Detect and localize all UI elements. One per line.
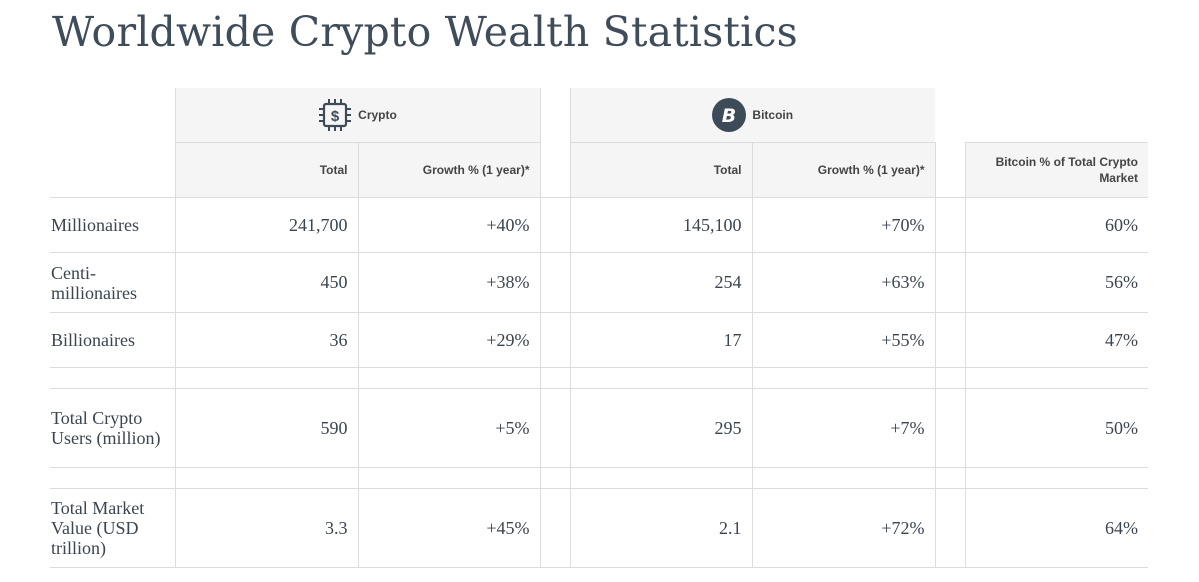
gap-cell — [934, 312, 965, 368]
cell-bitcoin-share: 56% — [964, 252, 1148, 313]
gap-cell — [934, 252, 965, 313]
svg-text:B: B — [722, 105, 736, 127]
cell-crypto-total: 3.3 — [174, 488, 358, 568]
gap-cell — [539, 388, 570, 468]
col-bitcoin-growth: Growth % (1 year)* — [751, 142, 936, 198]
cell-crypto-growth: +45% — [357, 488, 540, 568]
cell-bitcoin-growth: +7% — [751, 388, 935, 468]
group-label-bitcoin: Bitcoin — [752, 108, 794, 122]
col-crypto-growth: Growth % (1 year)* — [357, 142, 541, 198]
table-row: Total Market Value (USD trillion) 3.3 +45%… — [50, 488, 1148, 568]
gap-cell — [934, 488, 965, 568]
gap-cell — [539, 312, 570, 368]
table-row: Total Crypto Users (million) 590 +5% 295 +7%… — [50, 388, 1148, 468]
row-label: Total Market Value (USD trillion) — [50, 488, 175, 568]
spacer-row — [50, 367, 1148, 389]
crypto-wealth-table: $ Crypto B Bitcoin Total Growth % (1 yea… — [50, 88, 1148, 568]
gap-cell — [934, 197, 965, 253]
gap-cell — [539, 197, 570, 253]
row-label: Total Crypto Users (million) — [50, 388, 175, 468]
page-title: Worldwide Crypto Wealth Statistics — [52, 8, 798, 56]
cell-bitcoin-share: 50% — [964, 388, 1148, 468]
cell-bitcoin-total: 2.1 — [569, 488, 752, 568]
row-label: Billionaires — [50, 312, 175, 368]
bitcoin-icon: B — [712, 98, 747, 132]
cell-crypto-growth: +40% — [357, 197, 540, 253]
cell-bitcoin-growth: +70% — [751, 197, 935, 253]
row-label: Centi-millionaires — [50, 252, 175, 313]
cell-bitcoin-total: 295 — [569, 388, 752, 468]
group-header-bitcoin: B Bitcoin — [569, 88, 935, 143]
cell-crypto-total: 241,700 — [174, 197, 358, 253]
table-row: Billionaires 36 +29% 17 +55% 47% — [50, 312, 1148, 368]
cell-crypto-total: 36 — [174, 312, 358, 368]
cell-crypto-total: 450 — [174, 252, 358, 313]
gap-cell — [934, 388, 965, 468]
cell-bitcoin-growth: +55% — [751, 312, 935, 368]
cell-bitcoin-growth: +63% — [751, 252, 935, 313]
chip-dollar-icon: $ — [319, 99, 352, 131]
gap-cell — [539, 252, 570, 313]
cell-crypto-growth: +29% — [357, 312, 540, 368]
col-bitcoin-total: Total — [569, 142, 752, 198]
cell-bitcoin-share: 64% — [964, 488, 1148, 568]
group-header-crypto: $ Crypto — [174, 88, 541, 143]
cell-crypto-growth: +38% — [357, 252, 540, 313]
spacer-row — [50, 467, 1148, 489]
cell-bitcoin-total: 145,100 — [569, 197, 752, 253]
cell-bitcoin-share: 60% — [964, 197, 1148, 253]
cell-bitcoin-total: 17 — [569, 312, 752, 368]
cell-crypto-growth: +5% — [357, 388, 540, 468]
col-bitcoin-share: Bitcoin % of Total Crypto Market — [964, 142, 1148, 198]
svg-text:$: $ — [331, 108, 340, 125]
table-row: Centi-millionaires 450 +38% 254 +63% 56% — [50, 252, 1148, 313]
gap-cell — [539, 488, 570, 568]
cell-bitcoin-share: 47% — [964, 312, 1148, 368]
row-label: Millionaires — [50, 197, 175, 253]
cell-bitcoin-growth: +72% — [751, 488, 935, 568]
table-row: Millionaires 241,700 +40% 145,100 +70% 60% — [50, 197, 1148, 253]
cell-bitcoin-total: 254 — [569, 252, 752, 313]
group-label-crypto: Crypto — [358, 108, 397, 122]
col-crypto-total: Total — [174, 142, 358, 198]
cell-crypto-total: 590 — [174, 388, 358, 468]
